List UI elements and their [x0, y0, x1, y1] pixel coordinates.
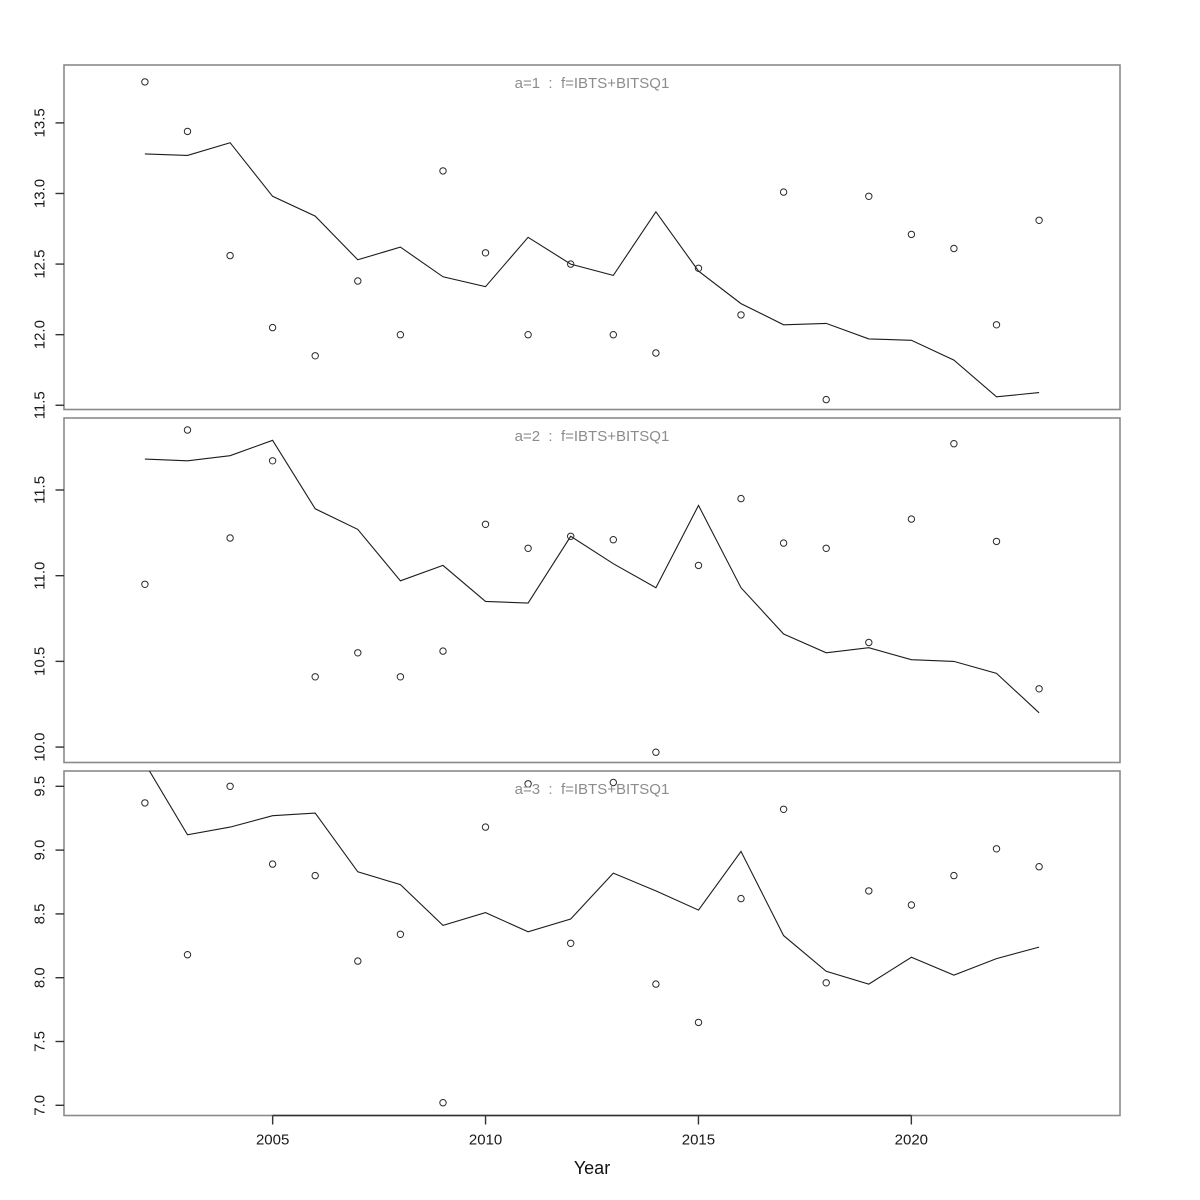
observed-point [652, 980, 660, 988]
y-tick-label: 10.5 [32, 647, 49, 676]
observed-point [183, 426, 192, 434]
y-tick-label: 9.0 [32, 840, 49, 861]
observed-point [311, 352, 319, 360]
observed-point [396, 930, 405, 938]
fitted-line [148, 771, 1040, 985]
observed-point [992, 845, 1001, 853]
panel-1-border [63, 64, 1121, 411]
observed-point [268, 457, 277, 465]
fitted-line [144, 142, 1040, 398]
y-tick-label: 12.0 [32, 320, 49, 349]
observed-point [907, 230, 916, 239]
x-tick-label: 2020 [895, 1132, 928, 1149]
observed-point [567, 532, 575, 540]
observed-point [950, 244, 958, 253]
observed-point [524, 331, 532, 339]
y-tick-label: 8.0 [32, 967, 49, 988]
y-tick-label: 7.5 [32, 1031, 49, 1052]
observed-point [226, 251, 234, 260]
observed-point [141, 78, 149, 86]
observed-point [737, 494, 745, 503]
x-tick-label: 2015 [682, 1132, 715, 1149]
y-tick-label: 11.5 [32, 391, 49, 419]
observed-point [865, 192, 873, 201]
observed-point [226, 782, 234, 790]
observed-point [907, 901, 916, 909]
observed-point [737, 311, 745, 319]
observed-point [567, 939, 575, 947]
observed-point [694, 264, 703, 272]
observed-point [439, 647, 447, 655]
observed-point [141, 799, 149, 807]
observed-point [865, 638, 873, 647]
observed-point [694, 1018, 703, 1027]
observed-point [481, 823, 490, 831]
observed-point [1035, 685, 1043, 693]
y-tick-label: 7.0 [32, 1095, 49, 1116]
observed-point [567, 260, 575, 268]
observed-point [481, 249, 490, 257]
y-tick-label: 9.5 [32, 776, 49, 797]
observed-point [141, 580, 149, 588]
observed-point [907, 515, 916, 523]
observed-point [396, 673, 405, 681]
observed-point [779, 188, 788, 196]
observed-point [865, 887, 873, 895]
observed-point [609, 536, 617, 544]
y-tick-label: 8.5 [32, 903, 49, 924]
observed-point [694, 561, 703, 570]
y-tick-label: 12.5 [32, 249, 49, 278]
observed-point [950, 440, 958, 448]
observed-point [354, 277, 362, 285]
observed-point [226, 534, 234, 542]
x-tick-label: 2010 [469, 1132, 502, 1149]
fitted-line [144, 439, 1040, 714]
x-axis-title: Year [573, 1158, 611, 1178]
observed-point [652, 748, 660, 756]
observed-point [268, 323, 277, 332]
observed-point [1035, 863, 1043, 871]
observed-point [354, 957, 362, 965]
observed-point [1035, 216, 1043, 225]
observed-point [992, 537, 1001, 546]
observed-point [354, 649, 362, 657]
observed-point [311, 871, 319, 880]
observed-point [268, 860, 277, 868]
y-tick-label: 11.5 [32, 476, 49, 504]
y-tick-label: 13.5 [32, 108, 49, 137]
observed-point [822, 395, 830, 404]
observed-point [481, 520, 490, 528]
observed-point [822, 544, 830, 552]
y-tick-label: 11.0 [32, 562, 49, 590]
observed-point [609, 778, 617, 787]
observed-point [311, 673, 319, 681]
y-tick-label: 13.0 [32, 179, 49, 208]
y-tick-label: 10.0 [32, 732, 49, 761]
observed-point [524, 780, 532, 788]
observed-point [737, 894, 745, 903]
observed-point [652, 349, 660, 357]
panel-3-border [63, 770, 1121, 1117]
x-tick-label: 2005 [256, 1132, 289, 1149]
panel-2-border [63, 417, 1121, 764]
observed-point [183, 951, 192, 959]
observed-point [183, 127, 192, 136]
observed-point [950, 871, 958, 880]
observed-point [822, 979, 830, 987]
observed-point [396, 331, 405, 339]
observed-point [992, 321, 1001, 329]
observed-point [779, 805, 788, 813]
observed-point [779, 539, 788, 547]
observed-point [524, 544, 532, 552]
observed-point [439, 167, 447, 175]
observed-point [439, 1099, 447, 1107]
observed-point [609, 331, 617, 339]
